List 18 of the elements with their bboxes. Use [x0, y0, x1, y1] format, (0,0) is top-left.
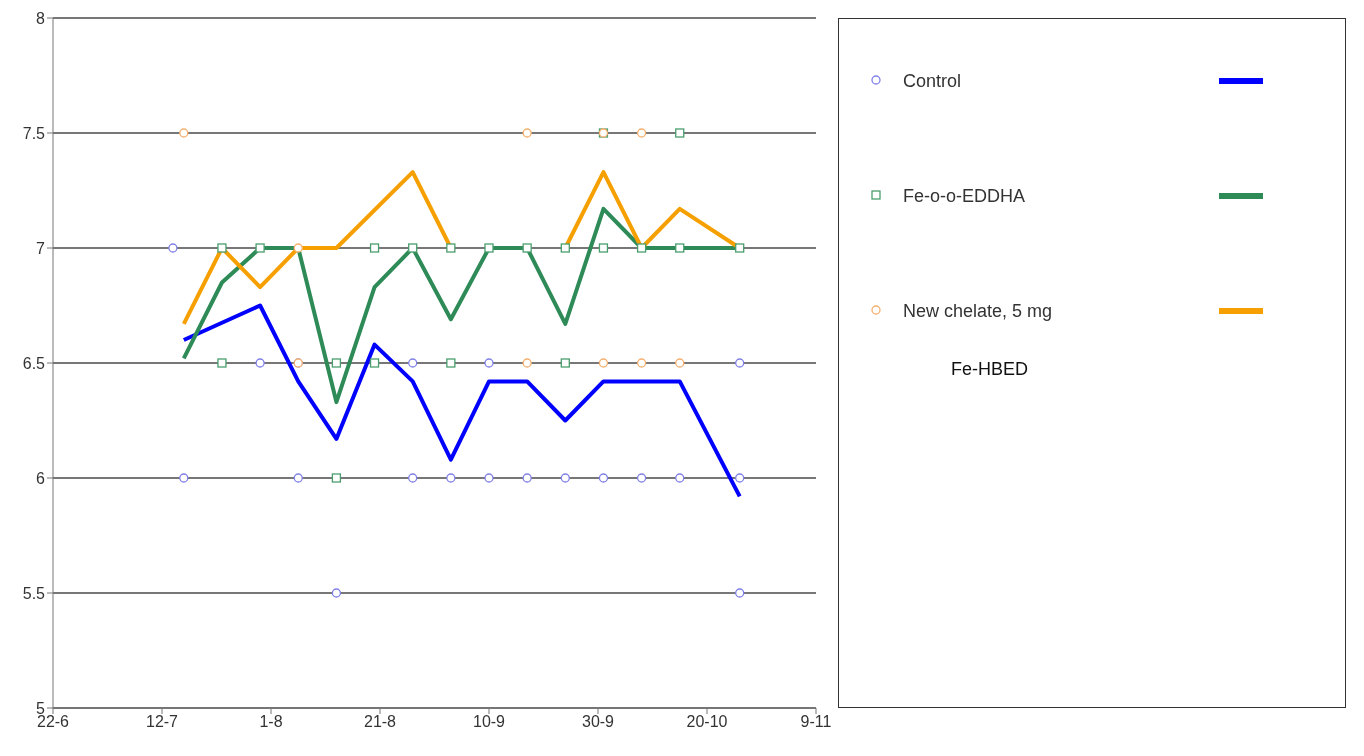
- legend-label: Fe-o-o-EDDHA: [903, 186, 1026, 207]
- y-tick-label: 6.5: [22, 354, 46, 372]
- x-tick-label: 10-9: [472, 713, 506, 731]
- y-tick-label: 7.5: [22, 124, 46, 142]
- text: Fe-HBED: [951, 359, 1029, 380]
- x-tick-label: 21-8: [363, 713, 397, 731]
- x-tick-label: 20-10: [686, 713, 728, 731]
- y-tick-label: 6: [36, 469, 46, 487]
- y-tick-label: 8: [36, 9, 46, 27]
- x-tick-label: 30-9: [581, 713, 615, 731]
- legend-label: Control: [903, 71, 962, 92]
- x-tick-label: 12-7: [145, 713, 179, 731]
- y-tick-label: 7: [36, 239, 46, 257]
- y-tick-label: 5.5: [22, 584, 46, 602]
- x-tick-label: 1-8: [259, 713, 283, 731]
- x-tick-label: 22-6: [36, 713, 70, 731]
- legend-label: New chelate, 5 mg: [903, 301, 1053, 322]
- x-tick-label: 9-11: [800, 713, 832, 731]
